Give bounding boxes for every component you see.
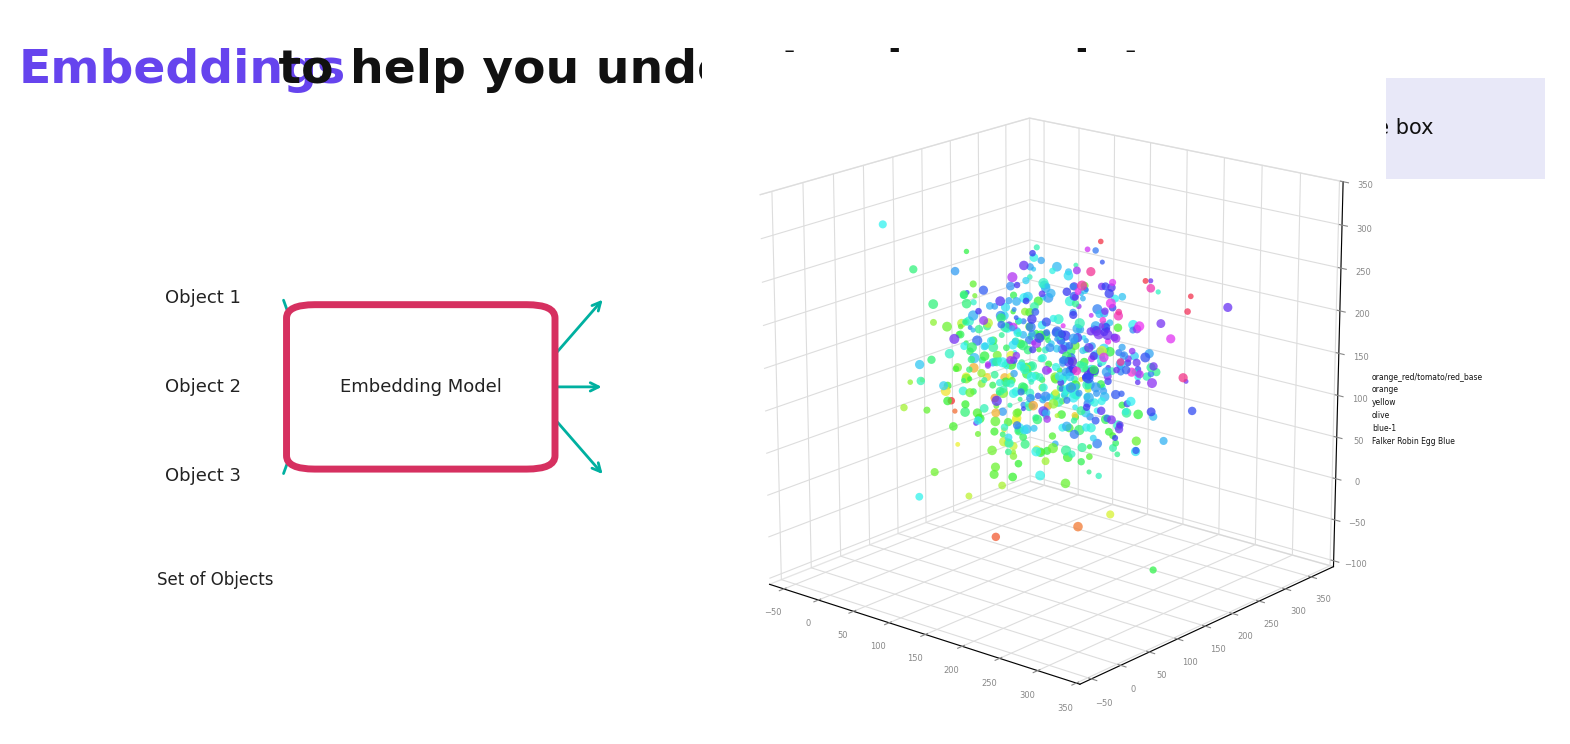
Text: Object 1: Object 1 — [165, 289, 240, 307]
Text: out of the box: out of the box — [1281, 118, 1433, 138]
Text: yellow: yellow — [1372, 398, 1396, 407]
Text: Object 3: Object 3 — [165, 467, 240, 485]
Text: blue-1: blue-1 — [1372, 424, 1396, 433]
Text: to help you understand your data: to help you understand your data — [262, 48, 1176, 93]
Text: orange_red/tomato/red_base: orange_red/tomato/red_base — [1372, 373, 1484, 382]
Text: Object 2: Object 2 — [165, 378, 240, 396]
Text: orange: orange — [1372, 385, 1399, 394]
Text: Falker Robin Egg Blue: Falker Robin Egg Blue — [1372, 437, 1455, 446]
Text: Embedding Model: Embedding Model — [339, 378, 502, 396]
FancyBboxPatch shape — [1143, 78, 1545, 179]
Text: olive: olive — [1372, 411, 1389, 420]
Text: Embeddings: Embeddings — [19, 48, 345, 93]
FancyBboxPatch shape — [287, 305, 556, 469]
Text: Set of Objects: Set of Objects — [157, 571, 273, 589]
Text: 6 tools: 6 tools — [1151, 115, 1258, 142]
